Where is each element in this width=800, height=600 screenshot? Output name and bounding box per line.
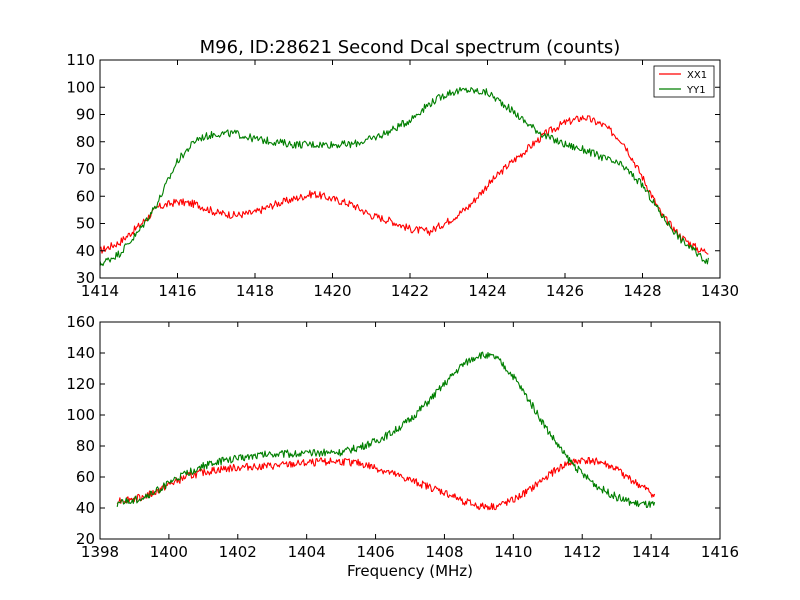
top-x-tick-label: 1422: [391, 282, 429, 300]
top-x-tick-label: 1430: [701, 282, 739, 300]
bottom-y-tick-label: 60: [76, 468, 95, 486]
top-panel: 1414 1416 1418 1420 1422 1424 1426 1428 1430 30 4…: [66, 51, 739, 300]
bottom-plot-background: [100, 322, 720, 539]
bottom-x-tick-label: 1410: [494, 543, 532, 561]
bottom-x-tick-label: 1408: [425, 543, 463, 561]
top-y-tick-label: 90: [76, 106, 95, 124]
bottom-panel: 1398 1400 1402 1404 1406 1408 1410 1412 1414 1416…: [66, 313, 739, 580]
top-y-tick-label: 70: [76, 160, 95, 178]
top-y-tick-label: 100: [66, 78, 95, 96]
legend-label-yy1: YY1: [686, 85, 706, 96]
bottom-series-line-xx1: [116, 456, 656, 511]
top-x-tick-label: 1420: [313, 282, 351, 300]
bottom-y-tick-label: 140: [66, 344, 95, 362]
top-y-tick-label: 30: [76, 269, 95, 287]
bottom-y-tick-label: 20: [76, 530, 95, 548]
bottom-x-tick-label: 1398: [81, 543, 119, 561]
top-x-tick-label: 1424: [468, 282, 506, 300]
bottom-y-tick-label: 160: [66, 313, 95, 331]
legend: XX1 YY1: [653, 65, 715, 98]
legend-label-xx1: XX1: [687, 70, 707, 81]
top-x-tick-label: 1414: [81, 282, 119, 300]
bottom-y-tick-label: 80: [76, 437, 95, 455]
top-y-tick-label: 50: [76, 215, 95, 233]
bottom-x-tick-label: 1404: [288, 543, 326, 561]
legend-box: [653, 65, 715, 98]
top-y-tick-label: 60: [76, 187, 95, 205]
bottom-series-line-yy1: [116, 351, 656, 508]
bottom-x-tick-label: 1414: [632, 543, 670, 561]
top-series-line-yy1: [99, 86, 709, 267]
bottom-y-tick-label: 120: [66, 375, 95, 393]
top-x-tick-label: 1418: [236, 282, 274, 300]
top-x-tick-label: 1428: [623, 282, 661, 300]
top-y-tick-label: 40: [76, 242, 95, 260]
top-x-tick-label: 1416: [158, 282, 196, 300]
bottom-x-tick-label: 1406: [356, 543, 394, 561]
top-x-tick-label: 1426: [546, 282, 584, 300]
bottom-x-tick-label: 1400: [150, 543, 188, 561]
top-y-tick-label: 80: [76, 133, 95, 151]
top-y-tick-label: 110: [66, 51, 95, 69]
bottom-x-tick-label: 1402: [219, 543, 257, 561]
bottom-y-tick-label: 100: [66, 406, 95, 424]
bottom-x-tick-label: 1412: [563, 543, 601, 561]
bottom-y-tick-label: 40: [76, 499, 95, 517]
top-plot-background: [100, 60, 720, 278]
chart-title: M96, ID:28621 Second Dcal spectrum (coun…: [200, 37, 621, 58]
bottom-plot-frame: [99, 321, 721, 540]
top-series-line-xx1: [99, 115, 709, 255]
bottom-x-tick-label: 1416: [701, 543, 739, 561]
x-axis-label: Frequency (MHz): [347, 562, 473, 580]
